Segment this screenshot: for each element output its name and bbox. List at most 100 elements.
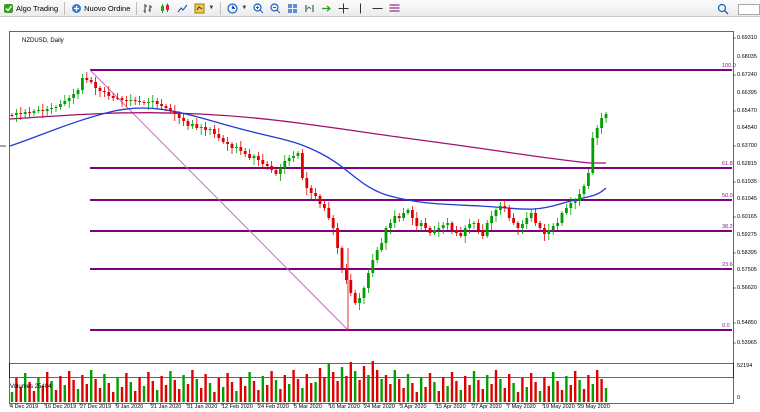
volume-bar — [556, 381, 559, 402]
candle-body — [76, 90, 80, 94]
candle-body — [67, 98, 71, 101]
price-axis-label: 0.63700 — [737, 143, 757, 149]
date-axis-label: 24 Feb 2020 — [258, 404, 289, 410]
search-icon[interactable] — [717, 3, 730, 15]
volume-bar — [279, 389, 282, 402]
template-icon[interactable] — [193, 2, 206, 15]
candle-body — [221, 138, 225, 142]
vertical-line-icon[interactable] — [354, 2, 367, 15]
candle-body — [336, 228, 339, 248]
candle-body — [274, 170, 278, 174]
volume-bar — [296, 379, 300, 402]
candle-body — [59, 104, 62, 107]
candle-body — [450, 223, 454, 230]
candle-body — [72, 94, 75, 98]
fibonacci-level-label: 38.2 — [722, 224, 733, 230]
date-axis-label: 31 Jan 2020 — [187, 404, 218, 410]
chart-window[interactable]: NZDUSD, Daily Volumes 25404 0.69310 0.672… — [0, 18, 760, 412]
algo-trading-button[interactable]: Algo Trading — [0, 1, 61, 16]
chevron-down-icon[interactable]: ▼ — [208, 5, 215, 11]
candle-body — [516, 223, 520, 228]
volume-bar — [512, 383, 515, 402]
volume-bar — [525, 387, 528, 402]
candle-body — [63, 101, 67, 104]
candle-body — [111, 96, 115, 98]
candle-body — [353, 293, 357, 303]
zoom-in-icon[interactable] — [252, 2, 265, 15]
chart-shift-icon[interactable] — [303, 2, 316, 15]
candle-body — [494, 210, 498, 216]
volume-bar — [226, 373, 229, 402]
volume-bar — [450, 372, 454, 402]
candle-body — [125, 100, 128, 101]
new-order-button[interactable]: Nuovo Ordine — [68, 1, 133, 16]
volume-bar — [142, 386, 146, 402]
volume-bar — [499, 379, 502, 402]
tile-windows-icon[interactable] — [286, 2, 299, 15]
volume-bar — [129, 382, 132, 402]
candle-body — [582, 186, 586, 194]
price-axis-label: 0.67240 — [737, 72, 757, 78]
candlestick-chart-icon[interactable] — [159, 2, 172, 15]
candle-body — [463, 228, 467, 236]
volume-bar — [208, 383, 212, 402]
price-axis-label: 0.53965 — [737, 340, 757, 346]
volume-bar — [345, 376, 348, 402]
candle-body — [41, 110, 45, 111]
date-axis-label: 4 Dec 2019 — [10, 404, 39, 410]
volume-bar — [191, 370, 194, 402]
chevron-down-icon[interactable]: ▼ — [241, 5, 248, 11]
candle-body — [587, 173, 590, 186]
volume-bar — [428, 373, 432, 402]
periods-icon[interactable] — [226, 2, 239, 15]
volume-bar — [173, 380, 176, 402]
volume-bar — [596, 370, 599, 402]
bar-chart-icon[interactable] — [142, 2, 155, 15]
date-axis-label: 27 Apr 2020 — [472, 404, 502, 410]
volume-bar — [266, 385, 269, 402]
autoscroll-icon[interactable] — [320, 2, 333, 15]
volume-bar — [107, 383, 110, 402]
date-axis-label: 16 Mar 2020 — [329, 404, 360, 410]
candle-body — [595, 128, 599, 138]
candle-body — [433, 230, 436, 233]
candle-body — [129, 100, 133, 101]
candle-body — [248, 154, 251, 158]
volume-bar — [125, 373, 128, 402]
fibonacci-level-label: 50.0 — [722, 193, 733, 199]
volume-bar — [420, 378, 423, 402]
candle-body — [441, 225, 445, 228]
fibonacci-icon[interactable] — [388, 2, 401, 15]
candle-body — [393, 216, 397, 223]
volume-bar — [103, 374, 106, 402]
volume-bar — [46, 372, 49, 402]
candle-body — [142, 102, 146, 103]
candle-body — [81, 78, 84, 90]
candle-body — [578, 194, 581, 201]
volume-bar — [455, 381, 458, 402]
candle-body — [173, 111, 177, 114]
volume-bar — [112, 392, 115, 402]
toolbar-separator — [64, 1, 66, 15]
line-chart-icon[interactable] — [176, 2, 189, 15]
candle-body — [415, 218, 419, 226]
candle-body — [186, 121, 190, 126]
candle-body — [402, 213, 405, 218]
volume-bar — [213, 392, 216, 402]
candle-body — [301, 153, 304, 178]
search-input[interactable] — [738, 4, 760, 15]
zoom-out-icon[interactable] — [269, 2, 282, 15]
candle-body — [507, 208, 511, 218]
volume-bar — [468, 385, 471, 402]
horizontal-line-icon[interactable] — [371, 2, 384, 15]
volume-bar — [362, 366, 366, 402]
candle-body — [538, 223, 542, 228]
algo-trading-label: Algo Trading — [16, 3, 59, 13]
price-chart[interactable] — [0, 18, 760, 412]
candle-body — [235, 147, 238, 148]
volume-bar — [19, 387, 22, 402]
crosshair-icon[interactable] — [337, 2, 350, 15]
candle-body — [569, 203, 573, 208]
volume-bar — [134, 391, 137, 402]
volume-bar — [402, 388, 405, 402]
